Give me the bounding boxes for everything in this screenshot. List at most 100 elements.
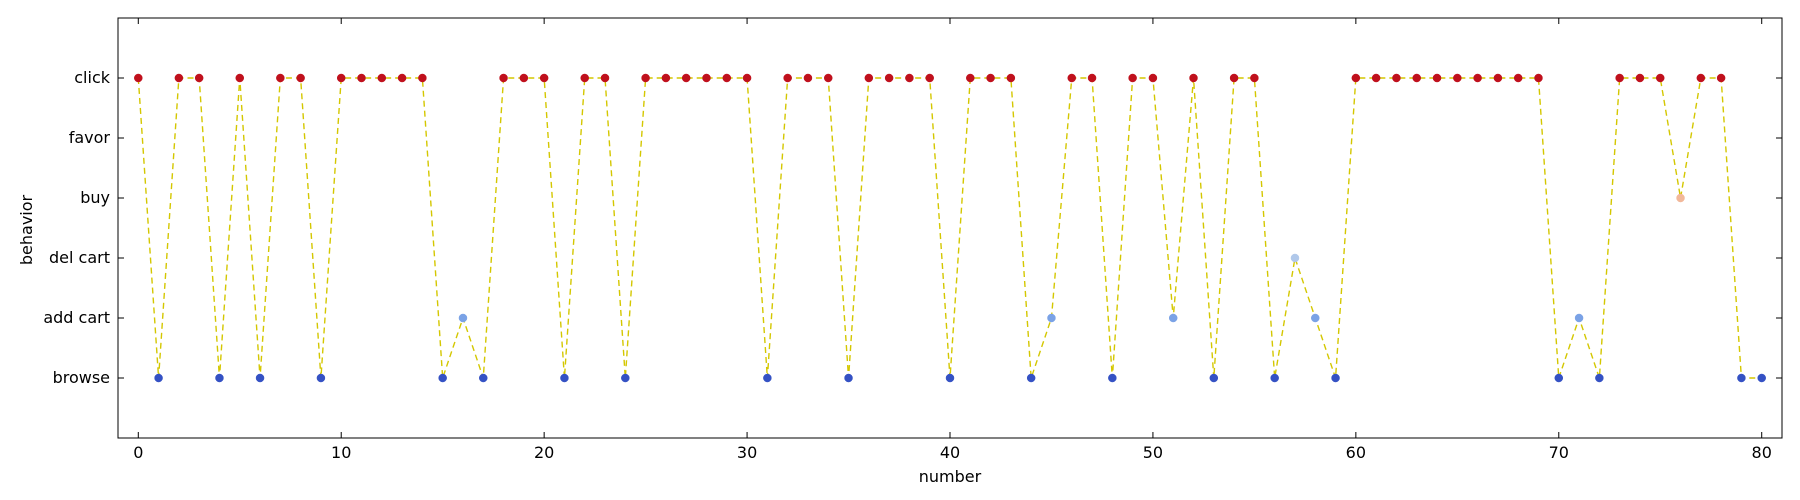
data-point: [1595, 373, 1604, 383]
data-point: [1737, 373, 1746, 383]
data-point: [621, 373, 630, 383]
data-point: [276, 73, 285, 83]
x-tick-label: 40: [940, 443, 960, 462]
data-point: [357, 73, 366, 83]
data-point: [1676, 193, 1685, 203]
x-tick-label: 20: [534, 443, 554, 462]
x-tick-label: 10: [331, 443, 351, 462]
data-point: [1757, 373, 1766, 383]
data-point: [499, 73, 508, 83]
data-point: [539, 73, 549, 83]
data-point: [925, 73, 934, 83]
data-point: [1026, 373, 1036, 383]
data-point: [1270, 373, 1279, 383]
y-tick-label: favor: [69, 128, 111, 147]
data-point: [986, 73, 995, 83]
data-point: [479, 373, 488, 383]
data-point: [1128, 73, 1137, 83]
data-point: [438, 373, 447, 383]
data-point: [1229, 73, 1239, 83]
x-tick-label: 80: [1752, 443, 1772, 462]
data-point: [235, 73, 245, 83]
y-tick-label: buy: [80, 188, 110, 207]
data-point: [823, 73, 833, 83]
plot-area: [117, 17, 1783, 439]
x-tick-label: 60: [1346, 443, 1366, 462]
data-point: [1047, 313, 1056, 323]
data-point: [560, 373, 569, 383]
data-point: [296, 73, 305, 83]
data-point: [702, 73, 711, 83]
data-point: [1493, 73, 1503, 83]
x-tick-label: 0: [133, 443, 143, 462]
data-point: [1453, 73, 1462, 83]
x-tick-label: 30: [737, 443, 757, 462]
data-point: [215, 373, 224, 383]
data-point: [1006, 73, 1016, 83]
x-tick-group: 0 10 20 30 40 50 60 70 80: [133, 18, 1772, 462]
data-point: [966, 73, 975, 83]
data-point: [1432, 73, 1442, 83]
data-point: [1513, 73, 1523, 83]
y-tick-label: browse: [53, 368, 110, 387]
data-point: [336, 73, 346, 83]
data-point: [458, 313, 468, 323]
data-point: [945, 373, 955, 383]
y-axis-label: behavior: [17, 194, 36, 265]
data-point: [134, 73, 143, 83]
data-point: [1209, 373, 1219, 383]
data-point: [722, 73, 732, 83]
data-point: [1716, 73, 1726, 83]
data-point: [1574, 313, 1584, 323]
y-tick-group: browse add cart del cart buy favor click: [43, 68, 1782, 387]
data-point: [1554, 373, 1564, 383]
y-tick-label: del cart: [49, 248, 110, 267]
data-point: [580, 73, 589, 83]
data-point: [1412, 73, 1421, 83]
data-point: [1331, 373, 1340, 383]
data-point: [1168, 313, 1178, 323]
data-point: [255, 373, 265, 383]
data-point: [397, 73, 407, 83]
x-tick-label: 70: [1549, 443, 1569, 462]
data-point: [519, 73, 529, 83]
series-line: [137, 77, 1762, 379]
data-point: [194, 73, 204, 83]
data-point: [316, 373, 326, 383]
data-point: [1087, 73, 1097, 83]
y-tick-label: add cart: [43, 308, 110, 327]
data-point: [803, 73, 813, 83]
data-point: [1189, 73, 1198, 83]
data-point: [864, 73, 874, 83]
data-point: [1148, 73, 1158, 83]
data-point: [905, 73, 914, 83]
y-tick-label: click: [74, 68, 110, 87]
data-point: [1696, 73, 1706, 83]
data-point: [600, 73, 610, 83]
data-point: [884, 73, 894, 83]
data-point: [844, 373, 853, 383]
data-point: [1371, 73, 1381, 83]
data-point: [1108, 373, 1117, 383]
data-point: [1392, 73, 1401, 83]
data-point: [377, 73, 387, 83]
data-point: [661, 73, 671, 83]
data-point: [1473, 73, 1482, 83]
data-point: [1655, 73, 1665, 83]
data-point: [418, 73, 427, 83]
data-point: [783, 73, 792, 83]
data-point: [154, 373, 163, 383]
data-point: [1635, 73, 1645, 83]
data-point: [763, 373, 772, 383]
data-point: [174, 73, 184, 83]
data-point: [641, 73, 650, 83]
data-point: [1311, 313, 1320, 323]
x-tick-label: 50: [1143, 443, 1163, 462]
data-point: [742, 73, 752, 83]
data-point: [1250, 73, 1259, 83]
data-point: [1067, 73, 1077, 83]
data-point: [1290, 253, 1300, 263]
data-point: [681, 73, 691, 83]
data-point: [1534, 73, 1543, 83]
